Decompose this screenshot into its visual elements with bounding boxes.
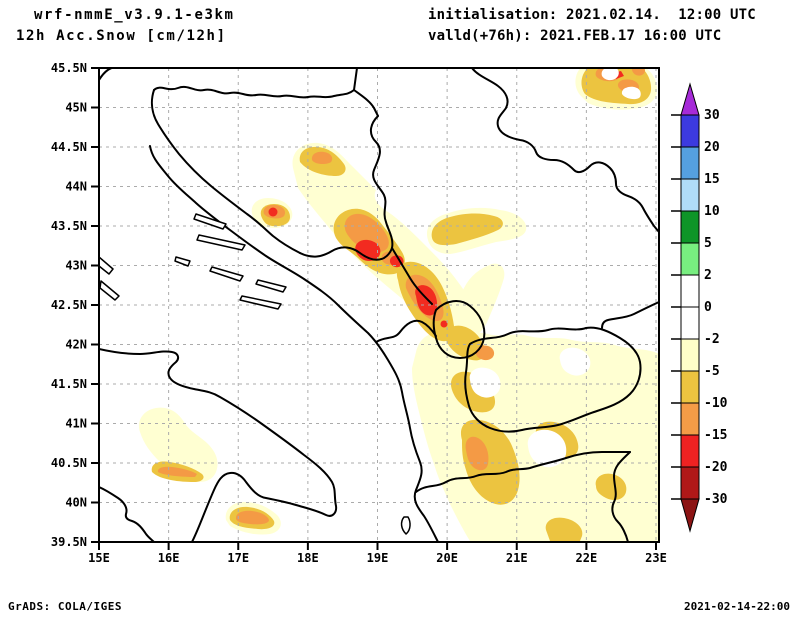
colorbar-label: 30	[704, 108, 720, 123]
colorbar-label: -5	[704, 364, 720, 379]
product-title: 12h Acc.Snow [cm/12h]	[16, 28, 227, 44]
lon-tick-label: 18E	[297, 551, 319, 565]
colorbar-segment	[680, 210, 700, 244]
lon-tick-label: 15E	[88, 551, 110, 565]
lat-tick-label: 44N	[65, 180, 87, 194]
country-borders	[150, 68, 659, 542]
coastline-adriatic-east	[149, 145, 439, 542]
colorbar-label: -15	[704, 428, 727, 443]
lon-tick-label: 17E	[227, 551, 249, 565]
snow-shading-layer	[138, 68, 659, 541]
border-danube-romania	[471, 68, 659, 233]
colorbar-label: -2	[704, 332, 720, 347]
lat-tick-label: 44.5N	[51, 140, 87, 154]
colorbar-segment	[680, 402, 700, 436]
grads-credit: GrADS: COLA/IGES	[8, 600, 122, 613]
lon-tick-label: 22E	[576, 551, 598, 565]
colorbar-label: -20	[704, 460, 728, 475]
border-serbia-bulgaria	[601, 301, 659, 329]
colorbar-label: 5	[704, 236, 712, 251]
colorbar-segment	[680, 434, 700, 468]
coastline-italy	[99, 348, 338, 542]
lat-tick-label: 39.5N	[51, 535, 87, 549]
valid-time-label: valld(+76h): 2021.FEB.17 16:00 UTC	[428, 28, 722, 44]
colorbar-arrow-top	[680, 82, 700, 116]
colorbar-segment	[680, 114, 700, 148]
axis-ticks-labels: 45.5N 45N 44.5N 44N 43.5N 43N 42.5N 42N 41.5N 41N…	[51, 61, 667, 565]
colorbar-label: 2	[704, 268, 712, 283]
init-time-label: initialisation: 2021.02.14. 12:00 UTC	[428, 7, 756, 23]
dalmatian-islands	[99, 213, 411, 535]
coastline-istria	[99, 68, 120, 81]
colorbar-segment	[680, 370, 700, 404]
colorbar-segment	[680, 338, 700, 372]
model-title: wrf-nmmE_v3.9.1-e3km	[34, 7, 235, 23]
border-macedonia	[464, 326, 642, 433]
colorbar-arrow-bottom	[680, 498, 700, 533]
border-croatia-serbia	[353, 68, 358, 91]
lat-tick-label: 42N	[65, 338, 87, 352]
colorbar-segment	[680, 146, 700, 180]
colorbar-segment	[680, 274, 700, 308]
lon-tick-label: 19E	[367, 551, 389, 565]
colorbar-segment	[680, 466, 700, 500]
lat-tick-label: 43.5N	[51, 219, 87, 233]
border-serbia-montenegro	[391, 247, 433, 305]
creation-timestamp: 2021-02-14-22:00	[684, 600, 790, 613]
border-montenegro-albania	[375, 319, 437, 343]
lat-tick-label: 41.5N	[51, 377, 87, 391]
border-greece-north	[415, 451, 631, 493]
colorbar-segment	[680, 306, 700, 340]
shading-holes	[469, 68, 641, 468]
colorbar-label: 0	[704, 300, 712, 315]
lat-tick-label: 41N	[65, 417, 87, 431]
lon-tick-label: 23E	[645, 551, 667, 565]
colorbar-label: 20	[704, 140, 720, 155]
island-corfu	[400, 516, 411, 535]
border-bosnia-south	[299, 246, 393, 261]
border-drina	[370, 115, 394, 249]
lat-tick-label: 42.5N	[51, 298, 87, 312]
colorbar-label: 10	[704, 204, 720, 219]
colorbar-label: 15	[704, 172, 720, 187]
border-bosnia-north	[153, 85, 355, 99]
border-greece-east	[611, 451, 631, 542]
border-bosnia-west	[150, 89, 301, 254]
coastlines-borders-layer	[99, 68, 659, 542]
colorbar-segment	[680, 242, 700, 276]
lat-tick-label: 40.5N	[51, 456, 87, 470]
lon-tick-label: 20E	[436, 551, 458, 565]
lon-tick-label: 21E	[506, 551, 528, 565]
lat-tick-label: 45N	[65, 101, 87, 115]
lat-tick-label: 40N	[65, 496, 87, 510]
colorbar-label: -30	[704, 492, 728, 507]
colorbar-label: -10	[704, 396, 728, 411]
lat-tick-label: 43N	[65, 259, 87, 273]
lon-tick-label: 16E	[158, 551, 180, 565]
colorbar-segment	[680, 178, 700, 212]
shading-light	[138, 68, 659, 541]
lat-tick-label: 45.5N	[51, 61, 87, 75]
coastline-calabria	[99, 486, 155, 542]
